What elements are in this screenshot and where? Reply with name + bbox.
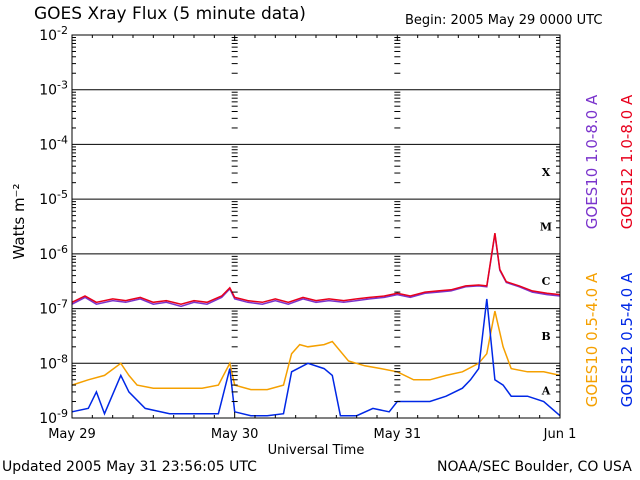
- y-tick-label: 10-9: [39, 407, 68, 427]
- y-tick-label: 10-3: [39, 79, 68, 99]
- series-line: [71, 233, 561, 308]
- updated-timestamp: Updated 2005 May 31 23:56:05 UTC: [2, 459, 257, 475]
- y-tick-label: 10-6: [39, 243, 68, 263]
- legend-entry: GOES10 1.0-8.0 A: [583, 94, 601, 229]
- tick-layer: [71, 35, 561, 418]
- series-line: [71, 310, 561, 391]
- x-tick-label: May 29: [48, 427, 96, 442]
- x-tick-label: May 31: [374, 427, 422, 442]
- legend-entry: GOES12 0.5-4.0 A: [618, 272, 636, 407]
- x-tick-label: Jun 1: [543, 427, 577, 442]
- begin-time: Begin: 2005 May 29 0000 UTC: [405, 13, 603, 28]
- y-tick-label: 10-2: [39, 24, 68, 44]
- series-line: [71, 232, 561, 305]
- y-axis-label: Watts m⁻²: [10, 184, 28, 260]
- flare-class-label: A: [541, 385, 551, 398]
- y-tick-label: 10-5: [39, 188, 68, 208]
- legend-entry: GOES10 0.5-4.0 A: [583, 272, 601, 407]
- y-tick-label: 10-7: [39, 298, 68, 318]
- chart-title: GOES Xray Flux (5 minute data): [34, 4, 306, 24]
- flare-class-label: M: [540, 221, 552, 234]
- flare-class-label: B: [541, 330, 550, 343]
- y-tick-label: 10-4: [39, 133, 68, 153]
- series-line: [71, 298, 561, 417]
- grid-layer: [72, 89, 560, 364]
- legend-entry: GOES12 1.0-8.0 A: [618, 94, 636, 229]
- plot-frame: [71, 34, 561, 419]
- flare-class-label: C: [542, 275, 551, 288]
- x-axis-label: Universal Time: [268, 443, 365, 458]
- series-layer: [71, 232, 561, 417]
- x-tick-label: May 30: [211, 427, 259, 442]
- credit-line: NOAA/SEC Boulder, CO USA: [437, 459, 632, 475]
- y-tick-label: 10-8: [39, 352, 68, 372]
- flare-class-label: X: [542, 166, 551, 179]
